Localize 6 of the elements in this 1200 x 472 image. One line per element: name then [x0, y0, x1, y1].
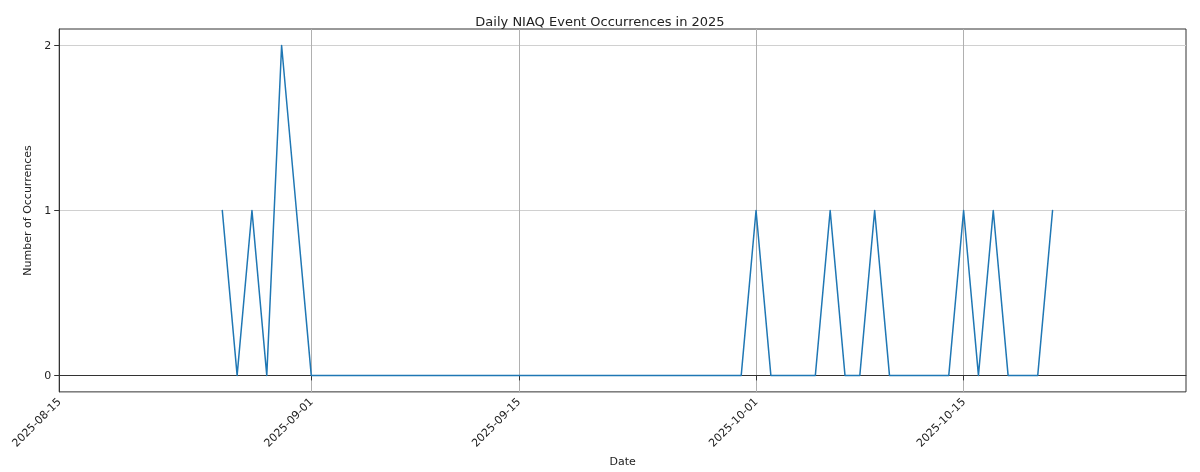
y-tick-label: 2: [44, 38, 52, 52]
chart-title: Daily NIAQ Event Occurrences in 2025: [475, 14, 725, 29]
y-axis-title: Number of Occurrences: [21, 144, 35, 276]
y-tick-label: 0: [44, 368, 52, 382]
x-axis-title: Date: [609, 455, 636, 468]
y-tick-label: 1: [44, 203, 52, 217]
